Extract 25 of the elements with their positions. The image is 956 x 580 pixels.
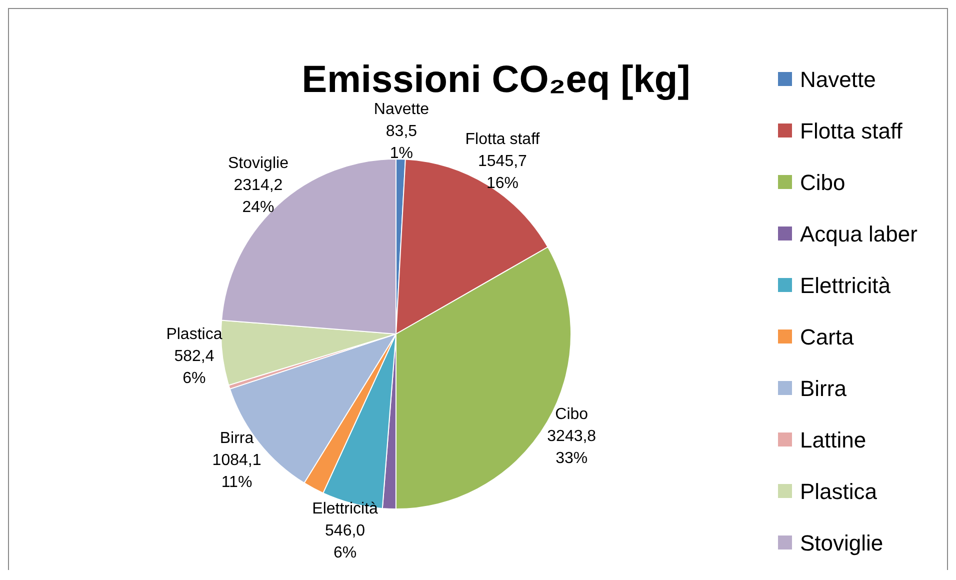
chart-title: Emissioni CO₂eq [kg] (302, 59, 690, 101)
legend-label: Acqua laber (800, 222, 918, 246)
legend-label: Plastica (800, 479, 878, 504)
data-label: 1545,7 16% (478, 153, 528, 192)
slice-label: Navette (374, 101, 430, 118)
data-label: 546,0 6% (325, 522, 366, 562)
slice-label: Elettricità (312, 500, 378, 518)
legend-label: Navette (800, 67, 876, 92)
slice-label: Stoviglie (228, 154, 289, 172)
data-label: 3243,8 33% (547, 428, 596, 467)
data-label: 2314,2 24% (234, 176, 283, 216)
legend-label: Birra (800, 376, 848, 401)
legend-label: Carta (800, 324, 855, 350)
legend-label: Stoviglie (800, 530, 884, 556)
data-label: 83,5 1% (386, 123, 418, 162)
data-label: 1084,1 11% (212, 452, 262, 491)
slice-label: Flotta staff (465, 131, 540, 148)
legend-label: Elettricità (800, 273, 892, 298)
legend-label: Flotta staff (800, 118, 904, 144)
legend-label: Cibo (800, 170, 846, 195)
slice-label: Cibo (555, 406, 588, 423)
slice-label: Plastica (166, 326, 222, 344)
slice-label: Birra (220, 430, 254, 447)
legend-label: Lattine (800, 428, 866, 452)
data-label: 582,4 6% (174, 348, 214, 388)
